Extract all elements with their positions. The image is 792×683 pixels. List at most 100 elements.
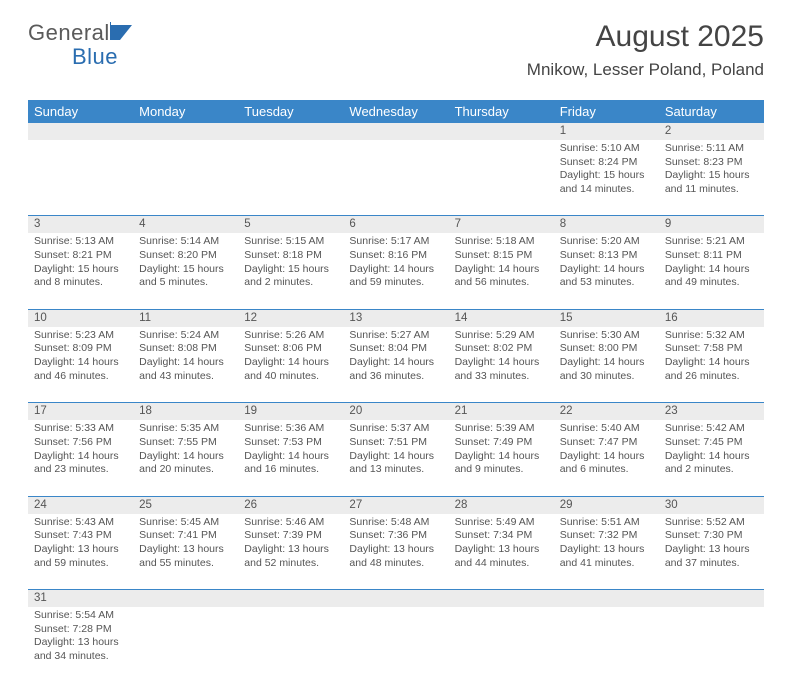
day-content: Sunrise: 5:10 AMSunset: 8:24 PMDaylight:…	[554, 140, 659, 201]
sunrise-line: Sunrise: 5:18 AM	[455, 235, 548, 249]
daylight-line: Daylight: 13 hours and 48 minutes.	[349, 543, 442, 570]
sunset-line: Sunset: 8:15 PM	[455, 249, 548, 263]
day-cell: Sunrise: 5:37 AMSunset: 7:51 PMDaylight:…	[343, 420, 448, 496]
day-content: Sunrise: 5:32 AMSunset: 7:58 PMDaylight:…	[659, 327, 764, 388]
empty-cell	[133, 140, 238, 216]
day-number: 17	[28, 403, 133, 420]
day-number: 4	[133, 216, 238, 233]
sunrise-line: Sunrise: 5:43 AM	[34, 516, 127, 530]
daylight-line: Daylight: 13 hours and 59 minutes.	[34, 543, 127, 570]
sunset-line: Sunset: 8:04 PM	[349, 342, 442, 356]
sunset-line: Sunset: 7:34 PM	[455, 529, 548, 543]
daylight-line: Daylight: 14 hours and 40 minutes.	[244, 356, 337, 383]
empty-cell	[659, 607, 764, 683]
daylight-line: Daylight: 14 hours and 56 minutes.	[455, 263, 548, 290]
day-content: Sunrise: 5:13 AMSunset: 8:21 PMDaylight:…	[28, 233, 133, 294]
logo-flag-icon	[110, 22, 136, 47]
day-number: 3	[28, 216, 133, 233]
daylight-line: Daylight: 13 hours and 37 minutes.	[665, 543, 758, 570]
daylight-line: Daylight: 14 hours and 6 minutes.	[560, 450, 653, 477]
day-number: 8	[554, 216, 659, 233]
sunrise-line: Sunrise: 5:32 AM	[665, 329, 758, 343]
day-content: Sunrise: 5:48 AMSunset: 7:36 PMDaylight:…	[343, 514, 448, 575]
daynum-row: 10111213141516	[28, 309, 764, 326]
day-cell: Sunrise: 5:36 AMSunset: 7:53 PMDaylight:…	[238, 420, 343, 496]
day-cell: Sunrise: 5:45 AMSunset: 7:41 PMDaylight:…	[133, 514, 238, 590]
sunrise-line: Sunrise: 5:14 AM	[139, 235, 232, 249]
daylight-line: Daylight: 14 hours and 2 minutes.	[665, 450, 758, 477]
empty-cell	[554, 607, 659, 683]
empty-cell	[659, 590, 764, 607]
day-number: 20	[343, 403, 448, 420]
weekday-row: SundayMondayTuesdayWednesdayThursdayFrid…	[28, 100, 764, 123]
sunrise-line: Sunrise: 5:24 AM	[139, 329, 232, 343]
logo-text-general: General	[28, 20, 110, 45]
empty-cell	[133, 123, 238, 140]
empty-cell	[449, 140, 554, 216]
day-number: 18	[133, 403, 238, 420]
day-cell: Sunrise: 5:43 AMSunset: 7:43 PMDaylight:…	[28, 514, 133, 590]
day-cell: Sunrise: 5:26 AMSunset: 8:06 PMDaylight:…	[238, 327, 343, 403]
daylight-line: Daylight: 15 hours and 14 minutes.	[560, 169, 653, 196]
daylight-line: Daylight: 14 hours and 13 minutes.	[349, 450, 442, 477]
day-cell: Sunrise: 5:54 AMSunset: 7:28 PMDaylight:…	[28, 607, 133, 683]
daylight-line: Daylight: 15 hours and 11 minutes.	[665, 169, 758, 196]
daylight-line: Daylight: 15 hours and 2 minutes.	[244, 263, 337, 290]
day-number: 5	[238, 216, 343, 233]
title-block: August 2025 Mnikow, Lesser Poland, Polan…	[527, 20, 764, 80]
day-content: Sunrise: 5:26 AMSunset: 8:06 PMDaylight:…	[238, 327, 343, 388]
sunset-line: Sunset: 8:11 PM	[665, 249, 758, 263]
sunset-line: Sunset: 8:24 PM	[560, 156, 653, 170]
day-content: Sunrise: 5:27 AMSunset: 8:04 PMDaylight:…	[343, 327, 448, 388]
sunrise-line: Sunrise: 5:23 AM	[34, 329, 127, 343]
empty-cell	[28, 140, 133, 216]
day-content: Sunrise: 5:54 AMSunset: 7:28 PMDaylight:…	[28, 607, 133, 668]
day-number: 22	[554, 403, 659, 420]
day-cell: Sunrise: 5:48 AMSunset: 7:36 PMDaylight:…	[343, 514, 448, 590]
day-content: Sunrise: 5:29 AMSunset: 8:02 PMDaylight:…	[449, 327, 554, 388]
daynum-row: 17181920212223	[28, 403, 764, 420]
day-content: Sunrise: 5:23 AMSunset: 8:09 PMDaylight:…	[28, 327, 133, 388]
empty-cell	[343, 140, 448, 216]
sunset-line: Sunset: 8:09 PM	[34, 342, 127, 356]
daylight-line: Daylight: 13 hours and 34 minutes.	[34, 636, 127, 663]
day-number: 21	[449, 403, 554, 420]
day-content: Sunrise: 5:42 AMSunset: 7:45 PMDaylight:…	[659, 420, 764, 481]
day-cell: Sunrise: 5:40 AMSunset: 7:47 PMDaylight:…	[554, 420, 659, 496]
header: General Blue August 2025 Mnikow, Lesser …	[28, 20, 764, 94]
day-number: 31	[28, 590, 133, 607]
sunrise-line: Sunrise: 5:52 AM	[665, 516, 758, 530]
day-number: 12	[238, 309, 343, 326]
sunset-line: Sunset: 7:55 PM	[139, 436, 232, 450]
weekday-header: Tuesday	[238, 100, 343, 123]
day-cell: Sunrise: 5:10 AMSunset: 8:24 PMDaylight:…	[554, 140, 659, 216]
empty-cell	[28, 123, 133, 140]
day-number: 29	[554, 496, 659, 513]
daylight-line: Daylight: 14 hours and 43 minutes.	[139, 356, 232, 383]
day-content: Sunrise: 5:36 AMSunset: 7:53 PMDaylight:…	[238, 420, 343, 481]
weekday-header: Wednesday	[343, 100, 448, 123]
day-cell: Sunrise: 5:14 AMSunset: 8:20 PMDaylight:…	[133, 233, 238, 309]
sunset-line: Sunset: 7:30 PM	[665, 529, 758, 543]
empty-cell	[133, 590, 238, 607]
daylight-line: Daylight: 14 hours and 30 minutes.	[560, 356, 653, 383]
sunrise-line: Sunrise: 5:27 AM	[349, 329, 442, 343]
day-cell: Sunrise: 5:46 AMSunset: 7:39 PMDaylight:…	[238, 514, 343, 590]
daylight-line: Daylight: 15 hours and 8 minutes.	[34, 263, 127, 290]
day-content: Sunrise: 5:40 AMSunset: 7:47 PMDaylight:…	[554, 420, 659, 481]
day-content-row: Sunrise: 5:13 AMSunset: 8:21 PMDaylight:…	[28, 233, 764, 309]
day-number: 13	[343, 309, 448, 326]
sunset-line: Sunset: 7:47 PM	[560, 436, 653, 450]
empty-cell	[449, 123, 554, 140]
day-content: Sunrise: 5:46 AMSunset: 7:39 PMDaylight:…	[238, 514, 343, 575]
day-number: 30	[659, 496, 764, 513]
day-cell: Sunrise: 5:27 AMSunset: 8:04 PMDaylight:…	[343, 327, 448, 403]
day-cell: Sunrise: 5:13 AMSunset: 8:21 PMDaylight:…	[28, 233, 133, 309]
sunset-line: Sunset: 7:41 PM	[139, 529, 232, 543]
sunrise-line: Sunrise: 5:51 AM	[560, 516, 653, 530]
day-content-row: Sunrise: 5:54 AMSunset: 7:28 PMDaylight:…	[28, 607, 764, 683]
sunset-line: Sunset: 7:49 PM	[455, 436, 548, 450]
daylight-line: Daylight: 14 hours and 33 minutes.	[455, 356, 548, 383]
daylight-line: Daylight: 14 hours and 26 minutes.	[665, 356, 758, 383]
day-cell: Sunrise: 5:24 AMSunset: 8:08 PMDaylight:…	[133, 327, 238, 403]
